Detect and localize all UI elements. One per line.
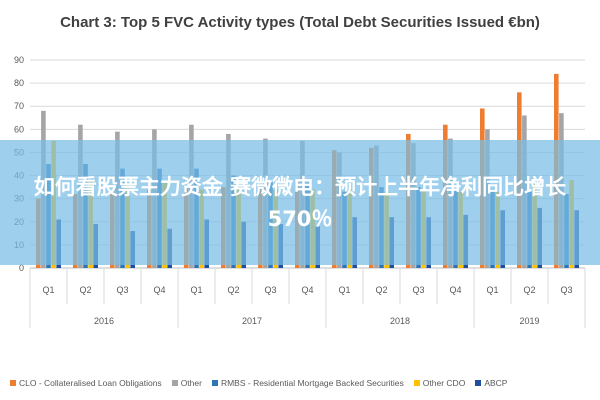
y-tick-label: 0 xyxy=(19,263,24,273)
legend-item: CLO - Collateralised Loan Obligations xyxy=(10,378,162,388)
x-tick-label: Q1 xyxy=(338,285,350,295)
x-tick-label: Q3 xyxy=(412,285,424,295)
headline-banner: 如何看股票主力资金 赛微微电：预计上半年净利同比增长570％ xyxy=(0,140,600,265)
chart-legend: CLO - Collateralised Loan Obligations Oth… xyxy=(10,378,600,388)
legend-label: CLO - Collateralised Loan Obligations xyxy=(19,378,162,388)
year-group-label: 2017 xyxy=(242,316,262,326)
legend-item: Other xyxy=(171,378,202,388)
x-tick-label: Q3 xyxy=(264,285,276,295)
x-tick-label: Q1 xyxy=(486,285,498,295)
x-tick-label: Q1 xyxy=(42,285,54,295)
legend-item: Other CDO xyxy=(413,378,466,388)
x-tick-label: Q4 xyxy=(153,285,165,295)
y-tick-label: 80 xyxy=(14,78,24,88)
x-tick-label: Q2 xyxy=(375,285,387,295)
legend-swatch xyxy=(413,380,420,386)
legend-item: ABCP xyxy=(475,378,507,388)
year-group-label: 2019 xyxy=(519,316,539,326)
legend-label: ABCP xyxy=(484,378,508,388)
x-tick-label: Q4 xyxy=(449,285,461,295)
chart-title: Chart 3: Top 5 FVC Activity types (Total… xyxy=(60,14,540,31)
headline-text: 如何看股票主力资金 赛微微电：预计上半年净利同比增长570％ xyxy=(33,174,567,231)
legend-label: Other CDO xyxy=(422,378,466,388)
y-tick-label: 90 xyxy=(14,55,24,65)
legend-label: Other xyxy=(180,378,202,388)
x-tick-label: Q2 xyxy=(227,285,239,295)
x-tick-label: Q4 xyxy=(301,285,313,295)
year-group-label: 2018 xyxy=(390,316,410,326)
x-tick-label: Q2 xyxy=(523,285,535,295)
legend-swatch xyxy=(10,380,16,386)
y-tick-label: 70 xyxy=(14,101,24,111)
legend-item: RMBS - Residential Mortgage Backed Secur… xyxy=(211,378,404,388)
x-tick-label: Q2 xyxy=(79,285,91,295)
x-tick-label: Q1 xyxy=(190,285,202,295)
x-tick-label: Q3 xyxy=(116,285,128,295)
legend-label: RMBS - Residential Mortgage Backed Secur… xyxy=(220,378,404,388)
legend-swatch xyxy=(171,380,178,386)
legend-swatch xyxy=(211,380,218,386)
year-group-label: 2016 xyxy=(94,316,114,326)
x-tick-label: Q3 xyxy=(560,285,572,295)
y-tick-label: 60 xyxy=(14,124,24,134)
legend-swatch xyxy=(475,380,482,386)
